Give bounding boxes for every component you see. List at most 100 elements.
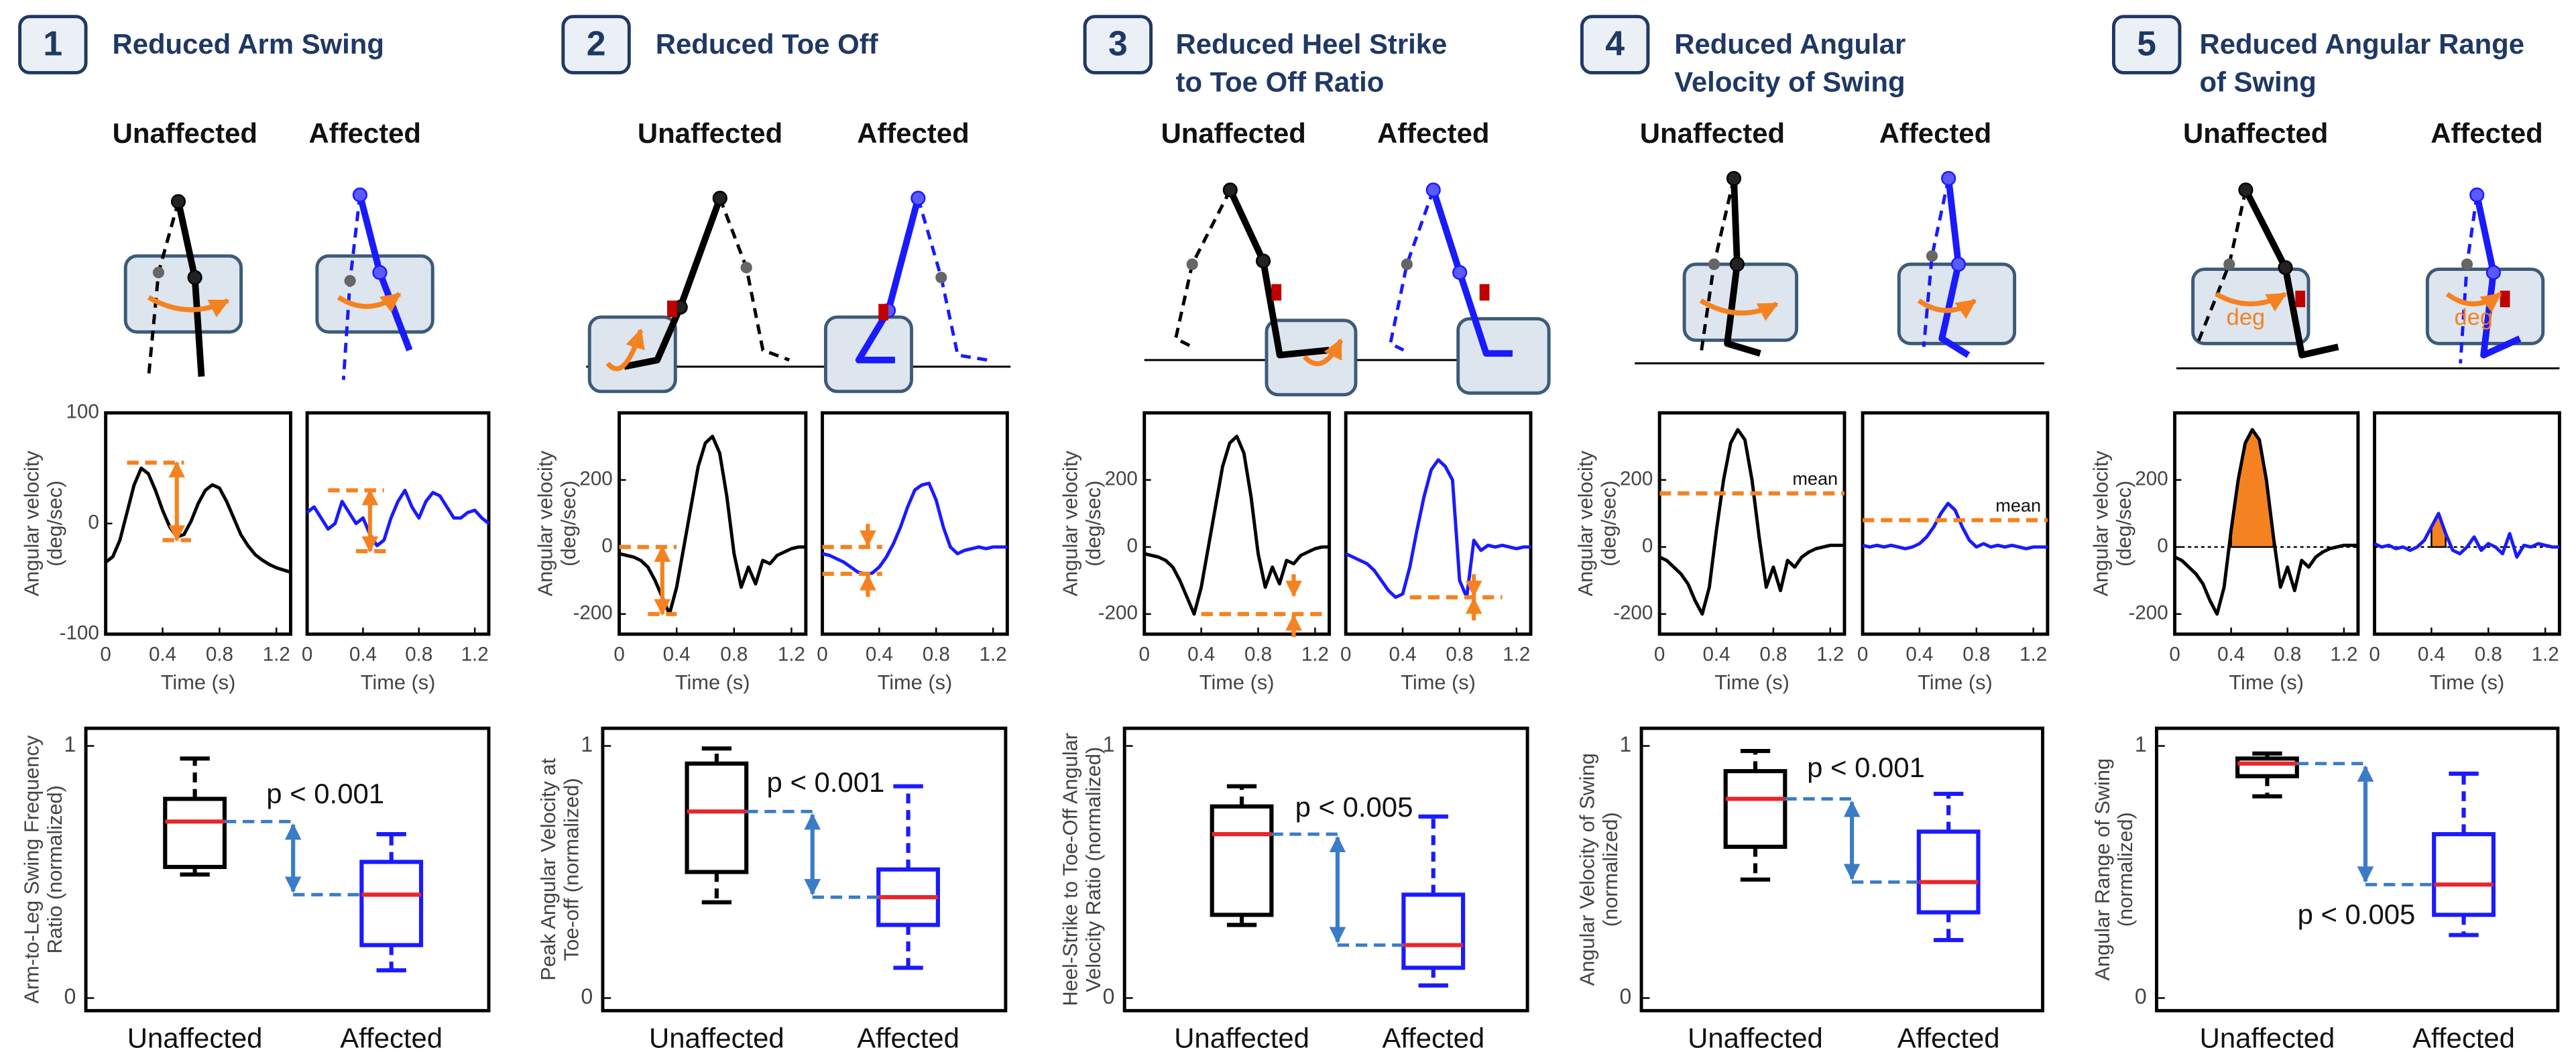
x-tick-label: 0.4 xyxy=(1187,644,1215,666)
y-tick-label: 100 xyxy=(66,401,99,423)
sensor xyxy=(2295,290,2306,308)
x-axis-label: Time (s) xyxy=(1918,670,1993,694)
x-tick-label: 0.8 xyxy=(1244,644,1272,666)
y-axis-label: (deg/sec) xyxy=(1596,481,1620,567)
joint xyxy=(2238,182,2253,198)
leg-solid xyxy=(2243,188,2339,359)
joint xyxy=(1941,170,1956,186)
y-axis-label: Angular Range of Swing xyxy=(2091,758,2114,981)
x-tick-label: 0 xyxy=(1857,644,1868,666)
line-chart: 0 0.4 0.8 1.2 Time (s) xyxy=(1340,411,1533,694)
panel-number-box xyxy=(1580,15,1650,74)
box-chart: 0 1 Heel-Strike to Toe-Off Angular Velocity… xyxy=(1058,726,1529,1052)
panel-title: Reduced Angular Range xyxy=(2199,28,2524,60)
signal-line xyxy=(821,481,1008,576)
signal-line xyxy=(306,488,490,548)
y-tick-label: 0 xyxy=(601,535,612,557)
leg-dashed xyxy=(1388,189,1436,352)
category-label: Unaffected xyxy=(1688,1022,1823,1052)
y-axis-label: (deg/sec) xyxy=(557,481,580,567)
y-tick-label: 1 xyxy=(581,732,593,756)
x-tick-label: 0.8 xyxy=(1759,644,1787,666)
p-value: p < 0.005 xyxy=(2298,898,2416,930)
side-label: Affected xyxy=(2431,117,2542,149)
sensor xyxy=(2500,290,2510,308)
joint xyxy=(1401,258,1413,270)
leg-solid xyxy=(1227,188,1330,359)
joint xyxy=(152,266,165,279)
x-tick-label: 0.4 xyxy=(1389,644,1417,666)
box-iqr xyxy=(163,797,227,870)
x-tick-label: 0.8 xyxy=(923,644,950,666)
angle-arc xyxy=(147,295,230,318)
x-tick-label: 0.4 xyxy=(2217,644,2245,666)
joint xyxy=(352,187,367,202)
signal-line xyxy=(2374,512,2560,559)
panel-number: 5 xyxy=(2137,24,2156,63)
sensor xyxy=(1271,284,1282,301)
sensor xyxy=(1479,284,1490,301)
x-tick-label: 0 xyxy=(817,644,827,666)
x-tick-label: 0.8 xyxy=(1446,644,1473,666)
panel-number-box xyxy=(561,15,631,74)
joint xyxy=(712,190,727,206)
plot-frame xyxy=(1344,411,1533,636)
signal-line xyxy=(2174,428,2358,616)
panel-number-box xyxy=(18,15,88,74)
x-tick-label: 0 xyxy=(302,644,312,666)
x-tick-label: 1.2 xyxy=(980,644,1007,666)
box-chart: 0 1 Peak Angular Velocity at Toe-off (norma… xyxy=(536,726,1008,1052)
x-tick-label: 0 xyxy=(613,644,624,666)
box-iqr xyxy=(685,761,749,874)
x-tick-label: 1.2 xyxy=(263,644,290,666)
joint xyxy=(935,272,947,284)
p-value: p < 0.005 xyxy=(1295,791,1413,823)
box-chart: 0 1 Angular Velocity of Swing (normalized) U… xyxy=(1575,726,2044,1052)
y-tick-label: -200 xyxy=(573,602,613,624)
y-tick-label: -200 xyxy=(1098,602,1138,624)
joint xyxy=(1255,253,1271,269)
category-label: Affected xyxy=(2412,1022,2515,1052)
leg-dashed xyxy=(718,197,791,362)
signal-line xyxy=(1862,502,2048,550)
angle-arc xyxy=(1917,298,1977,319)
y-axis-label: Angular velocity xyxy=(19,451,43,597)
y-axis-label: (normalized) xyxy=(2113,812,2137,927)
x-tick-label: 0 xyxy=(1654,644,1665,666)
side-label: Unaffected xyxy=(2183,117,2328,149)
x-axis-label: Time (s) xyxy=(2430,670,2505,694)
angle-arc xyxy=(2215,292,2288,312)
joint xyxy=(740,261,752,274)
line-chart: 0 0.4 0.8 1.2 Time (s) mean xyxy=(1857,411,2050,694)
y-tick-label: 0 xyxy=(1619,984,1631,1008)
box-iqr xyxy=(1723,769,1788,850)
y-axis-label: Velocity Ratio (normalized) xyxy=(1081,747,1105,992)
leg-solid xyxy=(623,196,723,370)
side-label: Affected xyxy=(309,117,421,149)
y-tick-label: -200 xyxy=(2129,602,2168,624)
y-tick-label: 200 xyxy=(579,468,612,490)
category-label: Affected xyxy=(1382,1022,1484,1052)
category-label: Affected xyxy=(857,1022,959,1052)
panel-title: to Toe Off Ratio xyxy=(1176,66,1385,98)
category-label: Unaffected xyxy=(127,1022,263,1052)
box-chart: 0 1 Arm-to-Leg Swing Frequency Ratio (norma… xyxy=(19,726,491,1052)
x-tick-label: 0.4 xyxy=(663,644,691,666)
y-tick-label: 0 xyxy=(1103,984,1115,1008)
angle-arc xyxy=(1699,298,1779,321)
signal-line xyxy=(1659,428,1845,616)
side-label: Unaffected xyxy=(1640,117,1785,149)
highlight-box xyxy=(123,254,243,334)
side-label: Affected xyxy=(1879,117,1991,149)
joint xyxy=(911,190,926,206)
joint xyxy=(1926,250,1938,262)
box-chart: 0 1 Angular Range of Swing (normalized) Unaf… xyxy=(2091,726,2560,1052)
x-tick-label: 0.4 xyxy=(1906,644,1933,666)
panel-title: Reduced Angular xyxy=(1674,28,1906,60)
joint xyxy=(2461,258,2473,270)
plot-frame xyxy=(2154,726,2560,1012)
side-label: Unaffected xyxy=(638,117,782,149)
x-tick-label: 1.2 xyxy=(2019,644,2047,666)
